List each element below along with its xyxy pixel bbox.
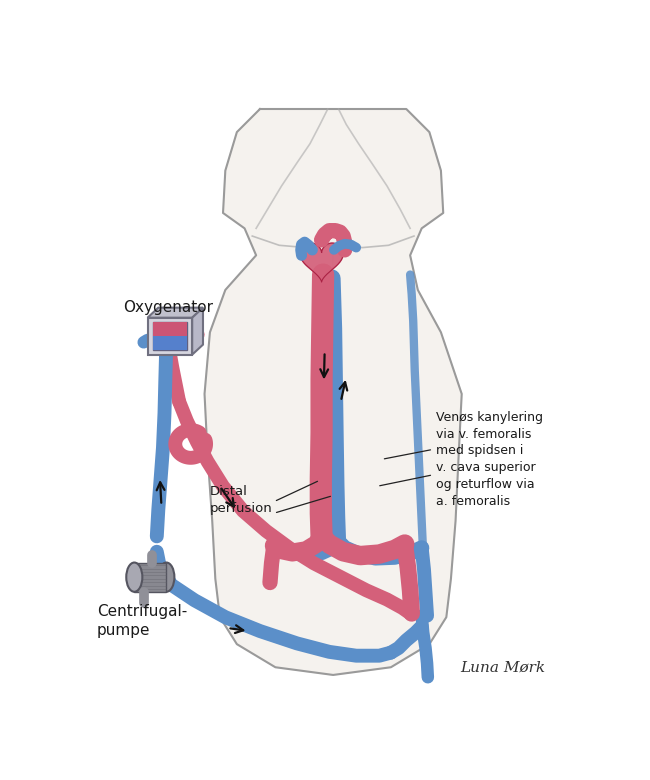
Polygon shape xyxy=(135,562,166,592)
Ellipse shape xyxy=(159,562,174,592)
Text: Venøs kanylering
via v. femoralis
med spidsen i
v. cava superior
og returflow vi: Venøs kanylering via v. femoralis med sp… xyxy=(436,411,543,508)
Polygon shape xyxy=(300,243,343,282)
Ellipse shape xyxy=(126,562,142,592)
Polygon shape xyxy=(148,307,203,317)
Polygon shape xyxy=(205,109,462,675)
Polygon shape xyxy=(192,307,203,355)
Text: Luna Mørk: Luna Mørk xyxy=(460,660,545,674)
Text: Oxygenator: Oxygenator xyxy=(123,300,213,315)
Text: Centrifugal-
pumpe: Centrifugal- pumpe xyxy=(97,604,187,638)
Polygon shape xyxy=(153,336,187,350)
Polygon shape xyxy=(153,322,187,336)
Text: Distal
perfusion: Distal perfusion xyxy=(210,485,273,515)
Polygon shape xyxy=(148,317,192,355)
Polygon shape xyxy=(153,322,187,350)
